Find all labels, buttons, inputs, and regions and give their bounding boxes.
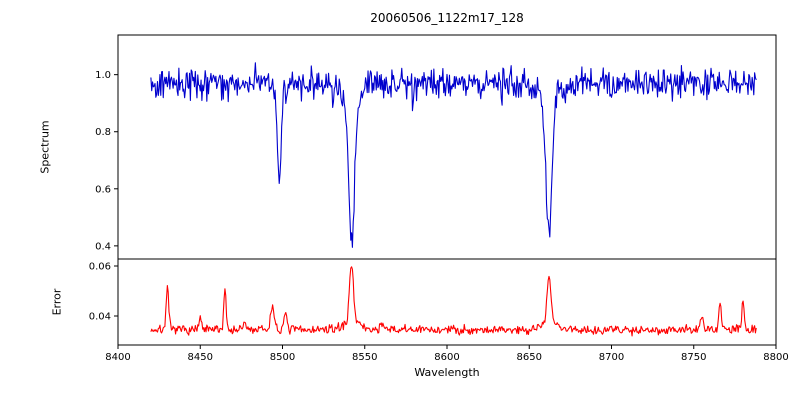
x-tick-label: 8750: [681, 352, 706, 363]
chart-title: 20060506_1122m17_128: [370, 11, 524, 25]
y-tick-label: 0.04: [89, 312, 111, 323]
y-tick-label: 0.06: [89, 262, 111, 273]
x-tick-label: 8450: [188, 352, 213, 363]
x-tick-label: 8500: [270, 352, 295, 363]
x-tick-label: 8550: [352, 352, 377, 363]
y-tick-label: 0.6: [95, 184, 111, 195]
x-tick-label: 8650: [517, 352, 542, 363]
series-error: [150, 266, 757, 337]
x-tick-label: 8400: [105, 352, 130, 363]
series-spectrum: [150, 62, 757, 248]
panel-spectrum-spine: [117, 34, 777, 260]
y-tick-label: 0.4: [95, 241, 111, 252]
y-tick-label: 1.0: [95, 70, 111, 81]
y-tick-label: 0.8: [95, 127, 111, 138]
x-axis-label: Wavelength: [414, 366, 480, 379]
x-tick-label: 8800: [763, 352, 788, 363]
x-tick-label: 8700: [599, 352, 624, 363]
x-tick-label: 8600: [434, 352, 459, 363]
